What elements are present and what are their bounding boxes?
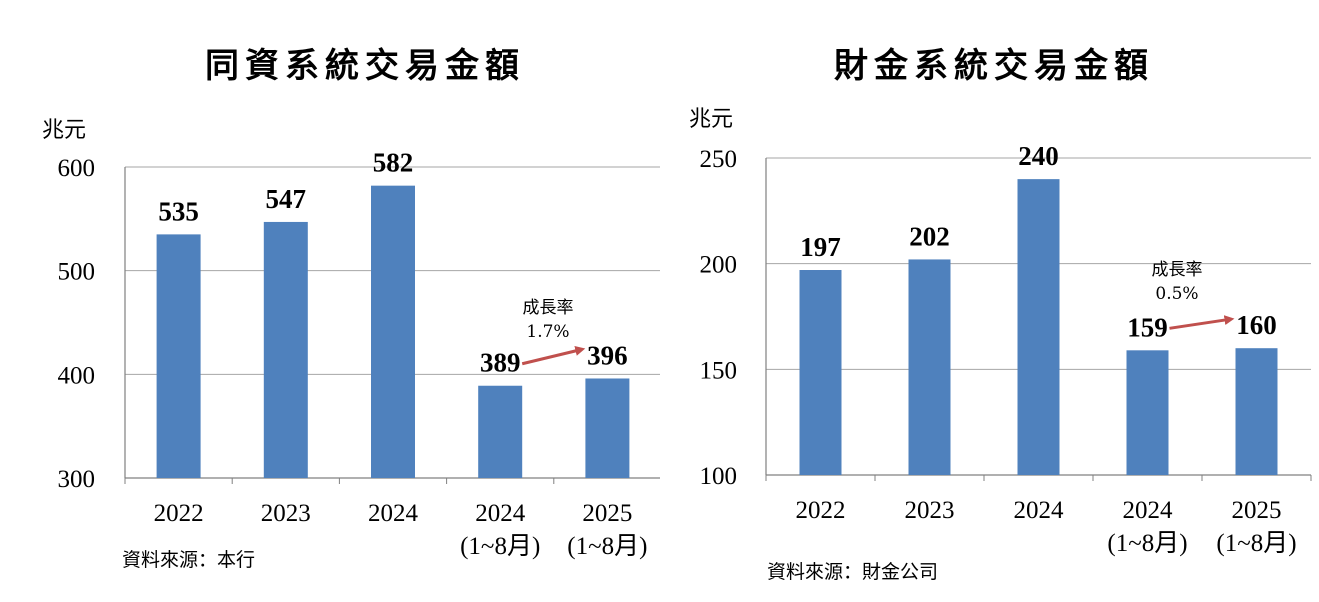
bar [1126,350,1169,475]
chart-title: 財金系統交易金額 [834,46,1154,86]
data-label: 547 [266,184,307,214]
y-tick-label: 600 [58,155,96,182]
x-tick-label: 2022 [796,497,846,524]
bar [908,259,951,475]
growth-value: 0.5% [1155,284,1199,304]
chart-left: 同資系統交易金額 兆元 300 400 500 600 535 2022 547 2023 58… [42,46,660,571]
growth-arrow [521,346,586,366]
data-label: 396 [587,340,628,370]
data-source: 資料來源：本行 [122,549,256,571]
x-tick-label: (1~8月) [1216,530,1296,557]
y-tick-label: 300 [58,466,96,493]
bar [478,385,523,478]
data-label: 197 [800,232,841,262]
bar [1235,348,1278,475]
bar [585,378,630,478]
y-tick-label: 500 [58,259,96,286]
x-tick-label: (1~8月) [460,533,540,560]
data-label: 240 [1018,141,1059,171]
x-tick-label: 2024 [475,500,526,527]
x-tick-label: 2025 [582,500,632,527]
x-tick-label: 2022 [154,500,204,527]
y-unit-label: 兆元 [42,118,87,143]
growth-value: 1.7% [526,322,570,342]
data-label: 202 [909,221,950,251]
chart-title: 同資系統交易金額 [205,46,525,86]
growth-label: 成長率 [1151,260,1203,280]
bar-chart-svg: 100 150 200 250 197 2022 202 2023 240 2024 159 2024… [700,141,1312,557]
growth-label: 成長率 [522,298,574,318]
x-tick-label: 2023 [261,500,311,527]
bar [263,221,308,478]
data-label: 389 [480,348,521,378]
y-tick-label: 200 [700,252,738,279]
bar [371,185,415,478]
x-tick-label: 2023 [905,497,955,524]
data-label: 535 [158,196,199,226]
growth-annotation: 成長率 0.5% [1137,258,1217,306]
x-tick-label: 2025 [1232,497,1282,524]
data-source: 資料來源：財金公司 [767,561,939,583]
x-tick-label: (1~8月) [567,533,647,560]
bar-chart-svg: 300 400 500 600 535 2022 547 2023 582 2024 389 2024… [58,148,660,560]
y-unit-label: 兆元 [689,107,734,132]
data-label: 582 [373,148,414,178]
x-tick-label: 2024 [368,500,419,527]
y-tick-label: 150 [700,357,738,384]
growth-arrow [1169,315,1235,330]
bar [156,234,201,478]
x-tick-label: 2024 [1014,497,1065,524]
data-label: 159 [1127,312,1168,342]
y-tick-label: 400 [58,362,96,389]
bar [799,270,842,475]
bar [1017,179,1060,475]
data-label: 160 [1236,310,1277,340]
chart-right: 財金系統交易金額 兆元 100 150 200 250 197 2022 202 2023 24… [659,0,1319,602]
growth-annotation: 成長率 1.7% [508,296,588,344]
y-tick-label: 250 [700,146,738,173]
x-tick-label: 2024 [1123,497,1174,524]
y-tick-label: 100 [700,463,738,490]
x-tick-label: (1~8月) [1107,530,1187,557]
